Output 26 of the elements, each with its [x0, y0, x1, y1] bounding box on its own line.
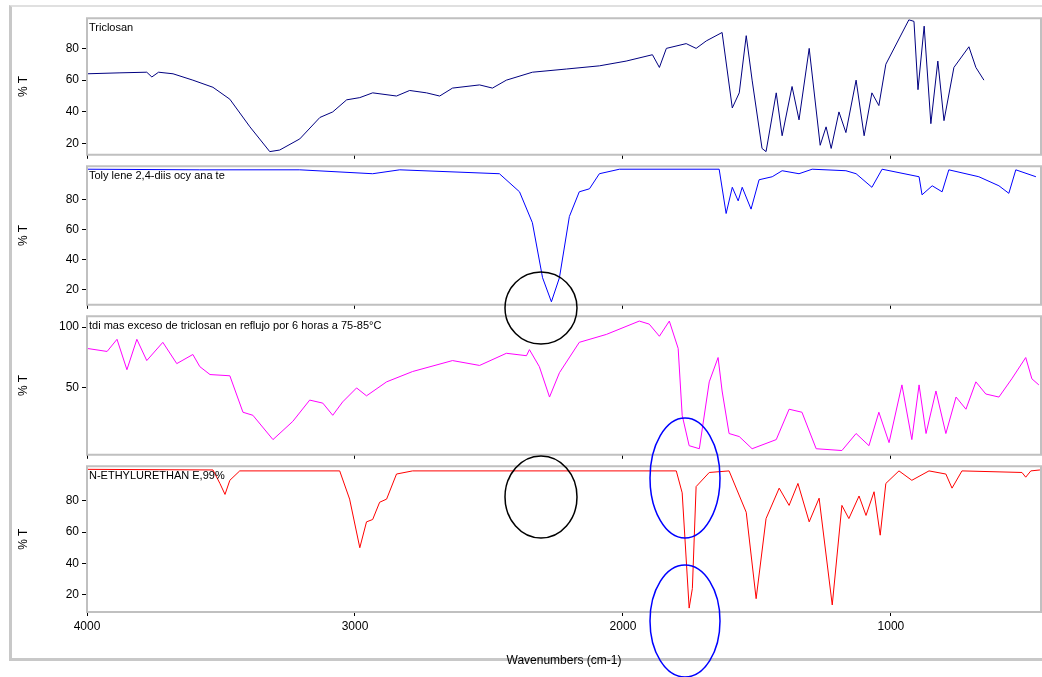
y-axis-title: % T: [15, 75, 30, 98]
x-tick-label: 3000: [341, 618, 369, 633]
x-tick-label: 4000: [73, 618, 101, 633]
y-tick-label: 80: [65, 40, 80, 55]
y-tick-label: 50: [65, 380, 80, 395]
y-tick-label: 60: [65, 72, 80, 87]
y-axis-title: % T: [15, 224, 30, 247]
y-tick-label: 100: [58, 319, 80, 334]
y-tick-label: 20: [65, 282, 80, 297]
x-tick-label: 1000: [877, 618, 905, 633]
x-tick-label: 2000: [609, 618, 637, 633]
y-tick-label: 40: [65, 104, 80, 119]
y-tick-label: 40: [65, 251, 80, 266]
y-tick-label: 40: [65, 555, 80, 570]
chart-title: tdi mas exceso de triclosan en reflujo por 6 horas a 75-85°C: [89, 318, 382, 331]
y-tick-label: 80: [65, 191, 80, 206]
y-tick-label: 80: [65, 493, 80, 507]
chart-title: Triclosan: [89, 20, 134, 33]
y-tick-label: 60: [65, 524, 80, 539]
y-axis-title: % T: [15, 527, 30, 550]
x-axis-title: Wavenumbers (cm-1): [506, 653, 622, 668]
y-tick-label: 60: [65, 221, 80, 236]
y-axis-title: % T: [15, 374, 30, 397]
chart-title: Toly lene 2,4-diis ocy ana te: [89, 168, 225, 181]
y-tick-label: 20: [65, 135, 80, 150]
y-tick-label: 20: [65, 587, 80, 602]
